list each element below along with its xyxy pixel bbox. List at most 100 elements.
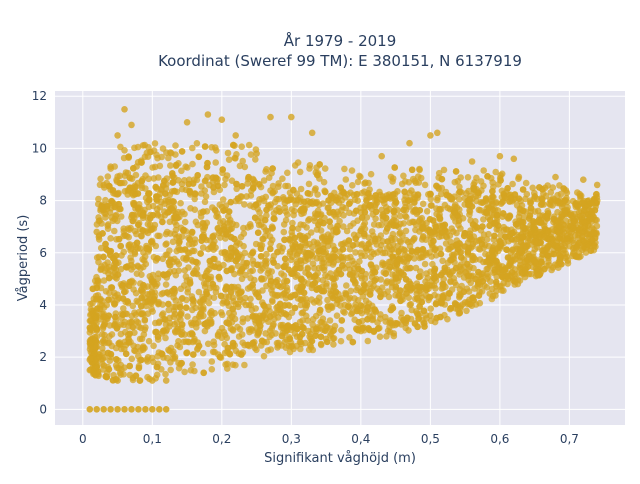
data-point <box>304 317 312 324</box>
data-point <box>558 260 565 268</box>
data-point <box>172 151 179 158</box>
data-point <box>284 322 292 329</box>
data-point <box>265 202 272 209</box>
data-point <box>451 299 459 307</box>
data-point <box>233 180 240 188</box>
data-point <box>128 318 135 326</box>
data-point <box>587 247 595 254</box>
data-point <box>274 248 281 256</box>
data-point <box>312 332 319 340</box>
data-point <box>177 311 185 319</box>
data-point <box>169 238 177 246</box>
data-point <box>181 368 188 376</box>
data-point <box>185 338 193 346</box>
data-point <box>249 185 257 192</box>
data-point <box>307 199 314 206</box>
data-point <box>419 200 427 208</box>
data-point <box>584 197 591 205</box>
data-point <box>260 301 267 309</box>
data-point <box>128 121 135 129</box>
data-point <box>125 282 133 290</box>
data-point <box>552 173 559 181</box>
data-point <box>139 288 146 295</box>
data-point <box>421 323 428 330</box>
data-point <box>225 208 233 215</box>
data-point <box>439 222 446 229</box>
data-point <box>508 256 515 264</box>
data-point <box>122 263 130 271</box>
data-point <box>142 260 150 268</box>
data-point <box>99 360 106 368</box>
data-point <box>486 290 494 297</box>
data-point <box>128 406 135 413</box>
data-point <box>131 190 139 198</box>
data-point <box>130 201 138 208</box>
data-point <box>114 132 121 139</box>
data-point <box>95 195 102 203</box>
data-point <box>396 287 404 294</box>
data-point <box>431 275 438 282</box>
data-point <box>346 200 353 207</box>
data-point <box>313 211 320 219</box>
data-point <box>469 256 476 264</box>
data-point <box>456 188 464 196</box>
data-point <box>280 272 288 279</box>
data-point <box>199 349 207 357</box>
data-point <box>434 129 441 137</box>
data-point <box>415 179 423 186</box>
data-point <box>456 294 463 301</box>
data-point <box>269 322 277 329</box>
data-point <box>342 176 350 183</box>
data-point <box>343 227 351 235</box>
data-point <box>126 330 133 338</box>
data-point <box>313 254 321 262</box>
data-point <box>308 337 316 345</box>
data-point <box>354 178 362 186</box>
data-point <box>187 367 195 374</box>
data-point <box>132 372 140 380</box>
data-point <box>132 171 140 179</box>
data-point <box>402 212 409 220</box>
data-point <box>244 180 251 187</box>
data-point <box>374 319 381 326</box>
data-point <box>448 225 456 232</box>
data-point <box>178 233 186 240</box>
data-point <box>415 315 422 322</box>
data-point <box>263 250 270 258</box>
data-point <box>117 371 124 379</box>
data-point <box>217 292 225 300</box>
data-point <box>149 212 157 219</box>
data-point <box>466 230 474 237</box>
data-point <box>258 275 265 282</box>
data-point <box>374 325 382 332</box>
data-point <box>191 247 198 255</box>
data-point <box>477 178 485 185</box>
data-point <box>371 269 379 276</box>
data-point <box>469 221 477 228</box>
data-point <box>87 300 94 308</box>
data-point <box>208 358 216 365</box>
data-point <box>267 113 274 121</box>
data-point <box>329 208 337 216</box>
data-point <box>244 315 251 322</box>
data-point <box>300 289 308 297</box>
data-point <box>112 252 120 259</box>
data-point <box>162 197 170 204</box>
data-point <box>554 217 561 225</box>
data-point <box>287 256 295 264</box>
data-point <box>438 175 446 183</box>
data-point <box>241 201 248 208</box>
data-point <box>105 296 112 304</box>
data-point <box>100 253 107 261</box>
data-point <box>466 236 474 243</box>
data-point <box>234 195 242 202</box>
data-point <box>247 151 255 158</box>
data-point <box>313 198 321 206</box>
data-point <box>387 258 394 266</box>
data-point <box>181 177 188 184</box>
data-point <box>291 291 299 299</box>
data-point <box>94 292 102 299</box>
data-point <box>275 195 282 203</box>
y-tick-label: 12 <box>32 89 47 103</box>
data-point <box>251 313 258 321</box>
